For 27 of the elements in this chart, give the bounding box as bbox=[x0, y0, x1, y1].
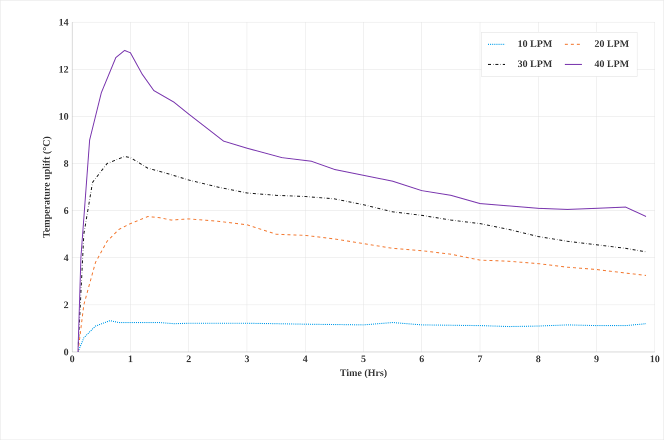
y-tick-label: 2 bbox=[64, 301, 68, 308]
x-tick-label: 0 bbox=[70, 355, 74, 362]
y-tick-label: 8 bbox=[64, 160, 68, 167]
x-tick-label: 5 bbox=[361, 355, 366, 362]
y-tick-label: 6 bbox=[64, 207, 68, 214]
x-tick-label: 8 bbox=[536, 355, 540, 362]
y-tick-label: 14 bbox=[59, 18, 68, 26]
x-tick-label: 7 bbox=[478, 355, 482, 362]
line-series bbox=[77, 216, 647, 352]
legend-label: 10 LPM bbox=[518, 40, 552, 47]
x-tick-label: 4 bbox=[302, 355, 308, 362]
y-tick-label: 4 bbox=[64, 254, 68, 261]
y-axis-title: Temperature uplift (°C) bbox=[42, 136, 52, 238]
y-tick-label: 10 bbox=[59, 112, 68, 120]
legend-label: 30 LPM bbox=[518, 60, 552, 68]
x-tick-label: 2 bbox=[186, 355, 191, 362]
legend-label: 40 LPM bbox=[594, 60, 629, 68]
x-tick-label: 3 bbox=[244, 355, 250, 362]
line-series bbox=[77, 320, 647, 352]
x-tick-label: 1 bbox=[128, 355, 132, 362]
y-tick-label: 12 bbox=[59, 66, 68, 73]
x-tick-label: 10 bbox=[650, 355, 660, 362]
legend-label: 20 LPM bbox=[594, 40, 629, 47]
x-tick-label: 6 bbox=[420, 355, 424, 362]
x-axis-title: Time (Hrs) bbox=[340, 369, 387, 378]
x-tick-label: 9 bbox=[594, 355, 599, 362]
y-tick-label: 0 bbox=[64, 348, 68, 356]
